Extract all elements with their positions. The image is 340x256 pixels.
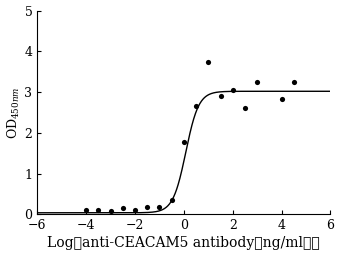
- Point: [193, 104, 199, 109]
- Point: [96, 208, 101, 212]
- X-axis label: Log（anti-CEACAM5 antibody（ng/ml））: Log（anti-CEACAM5 antibody（ng/ml））: [48, 237, 320, 250]
- Point: [242, 105, 248, 110]
- Point: [181, 140, 187, 144]
- Point: [132, 207, 138, 211]
- Point: [254, 80, 260, 84]
- Point: [218, 94, 223, 98]
- Point: [206, 59, 211, 63]
- Point: [120, 206, 125, 210]
- Point: [291, 80, 296, 84]
- Point: [108, 209, 113, 213]
- Point: [83, 207, 89, 211]
- Point: [157, 205, 162, 209]
- Point: [279, 97, 284, 101]
- Point: [144, 205, 150, 209]
- Y-axis label: OD$_{450nm}$: OD$_{450nm}$: [5, 86, 22, 139]
- Point: [230, 88, 235, 92]
- Point: [169, 198, 174, 202]
